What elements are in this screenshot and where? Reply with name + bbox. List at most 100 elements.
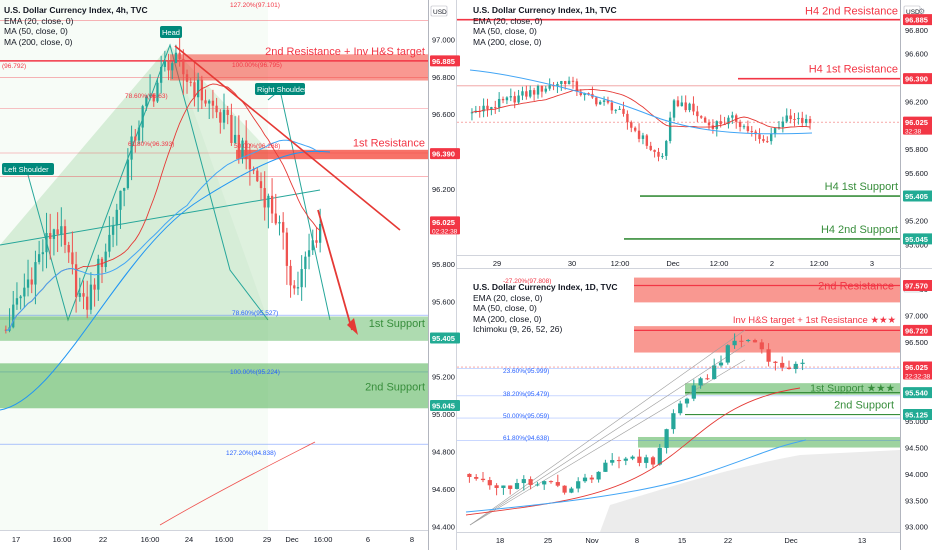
left-candle — [307, 250, 311, 257]
left-x-tick: Dec — [285, 535, 299, 544]
tr-x-tick: 3 — [870, 259, 874, 268]
left-candle — [119, 190, 122, 210]
tr-candle — [583, 93, 586, 96]
left-candle — [241, 140, 244, 158]
br-candle — [725, 345, 730, 363]
left-zone-1st-support — [0, 316, 428, 341]
left-candle — [111, 225, 115, 235]
tr-countdown-label: 32:38 — [905, 129, 922, 136]
tr-candle — [789, 115, 792, 120]
br-x-tick: Dec — [784, 536, 798, 545]
br-candle — [569, 488, 574, 493]
tr-candle — [668, 117, 672, 142]
br-candle — [474, 476, 479, 479]
br-y-tick: 96.500 — [905, 338, 928, 347]
left-candle — [56, 229, 59, 235]
left-candle — [319, 223, 322, 243]
left-label-2nd-resistance: 2nd Resistance + Inv H&S target — [265, 46, 425, 58]
br-price-badge — [903, 387, 932, 399]
tr-price-badge — [903, 116, 932, 135]
tr-candle — [470, 112, 474, 114]
left-candle — [263, 188, 266, 208]
left-candle — [256, 170, 259, 182]
tr-candle — [490, 107, 493, 110]
tr-x-tick: Dec — [666, 259, 680, 268]
left-label-1st-support: 1st Support — [369, 318, 425, 330]
tr-candle — [544, 88, 547, 92]
tr-candle — [750, 131, 753, 133]
tr-candle — [804, 118, 808, 124]
tr-candle — [727, 117, 730, 125]
left-y-tick: 96.800 — [432, 73, 455, 82]
br-candle — [657, 447, 662, 465]
left-candle — [296, 287, 300, 289]
left-candle — [167, 61, 170, 71]
left-countdown-label: 02:32:38 — [432, 228, 458, 235]
left-fib-label: 61.80%(96.393) — [128, 141, 174, 148]
br-candle — [793, 363, 798, 370]
tr-candle — [645, 135, 649, 146]
tr-price-badge-label: 95.405 — [905, 192, 928, 201]
left-candle — [60, 226, 63, 235]
tr-candle — [497, 98, 501, 108]
tr-candle — [610, 102, 614, 111]
br-fan-line-2 — [469, 344, 746, 526]
br-y-tick: 97.000 — [905, 312, 928, 321]
left-candle — [93, 284, 96, 290]
tr-label-h4-2nd-resistance: H4 2nd Resistance — [805, 6, 898, 18]
br-candle — [780, 362, 785, 368]
br-fib-label: 23.60%(95.999) — [503, 368, 549, 375]
left-y-tick: 94.400 — [432, 522, 455, 531]
br-candle — [467, 473, 472, 477]
br-candle — [603, 462, 608, 472]
left-x-tick: 8 — [410, 535, 414, 544]
tr-candle — [532, 90, 536, 95]
tr-candle — [746, 126, 750, 132]
br-candle — [752, 340, 758, 343]
tr-candle — [536, 85, 540, 95]
br-candle — [521, 479, 526, 484]
left-pattern-label: Head — [162, 28, 180, 37]
tr-candle — [513, 96, 516, 103]
tr-candle — [540, 85, 544, 92]
br-candle — [644, 457, 649, 463]
tr-candle — [762, 139, 765, 142]
br-x-tick: 15 — [678, 536, 686, 545]
left-fib-label: 127.20%(97.101) — [230, 2, 280, 9]
tr-y-tick: 95.000 — [905, 240, 928, 249]
left-candle — [86, 296, 89, 310]
left-projection-line — [159, 441, 316, 526]
left-pattern-label-bg — [255, 83, 305, 95]
left-candle — [41, 252, 44, 255]
left-candle — [285, 232, 289, 266]
tr-x-tick: 12:00 — [710, 259, 729, 268]
tr-candle — [486, 105, 489, 110]
br-candle — [800, 362, 805, 364]
left-x-tick: 16:00 — [215, 535, 234, 544]
tr-candle — [618, 108, 621, 110]
br-candle — [555, 482, 560, 486]
br-fib-label: 50.00%(95.059) — [503, 413, 549, 420]
br-candle — [576, 481, 581, 489]
left-pattern-fill — [0, 45, 268, 320]
left-candle — [178, 52, 181, 59]
br-candle — [542, 481, 547, 485]
tr-ma50-line — [469, 69, 813, 135]
tr-x-tick: 12:00 — [810, 259, 829, 268]
left-candle — [211, 100, 215, 106]
br-candle — [684, 398, 690, 404]
br-y-tick: 93.000 — [905, 523, 928, 532]
left-candle — [34, 262, 37, 285]
left-candle — [4, 329, 7, 331]
left-candle — [245, 140, 248, 160]
left-currency-label: USD — [433, 9, 447, 16]
br-candle — [514, 483, 520, 489]
left-candle — [185, 74, 189, 82]
left-x-tick: 29 — [263, 535, 271, 544]
tr-candle — [731, 115, 734, 118]
tr-candle — [560, 81, 563, 84]
br-candle — [732, 340, 737, 346]
left-fib-label: 100.00%(95.224) — [230, 369, 280, 376]
tr-candle — [548, 85, 551, 89]
left-label-1st-resistance: 1st Resistance — [353, 138, 425, 150]
